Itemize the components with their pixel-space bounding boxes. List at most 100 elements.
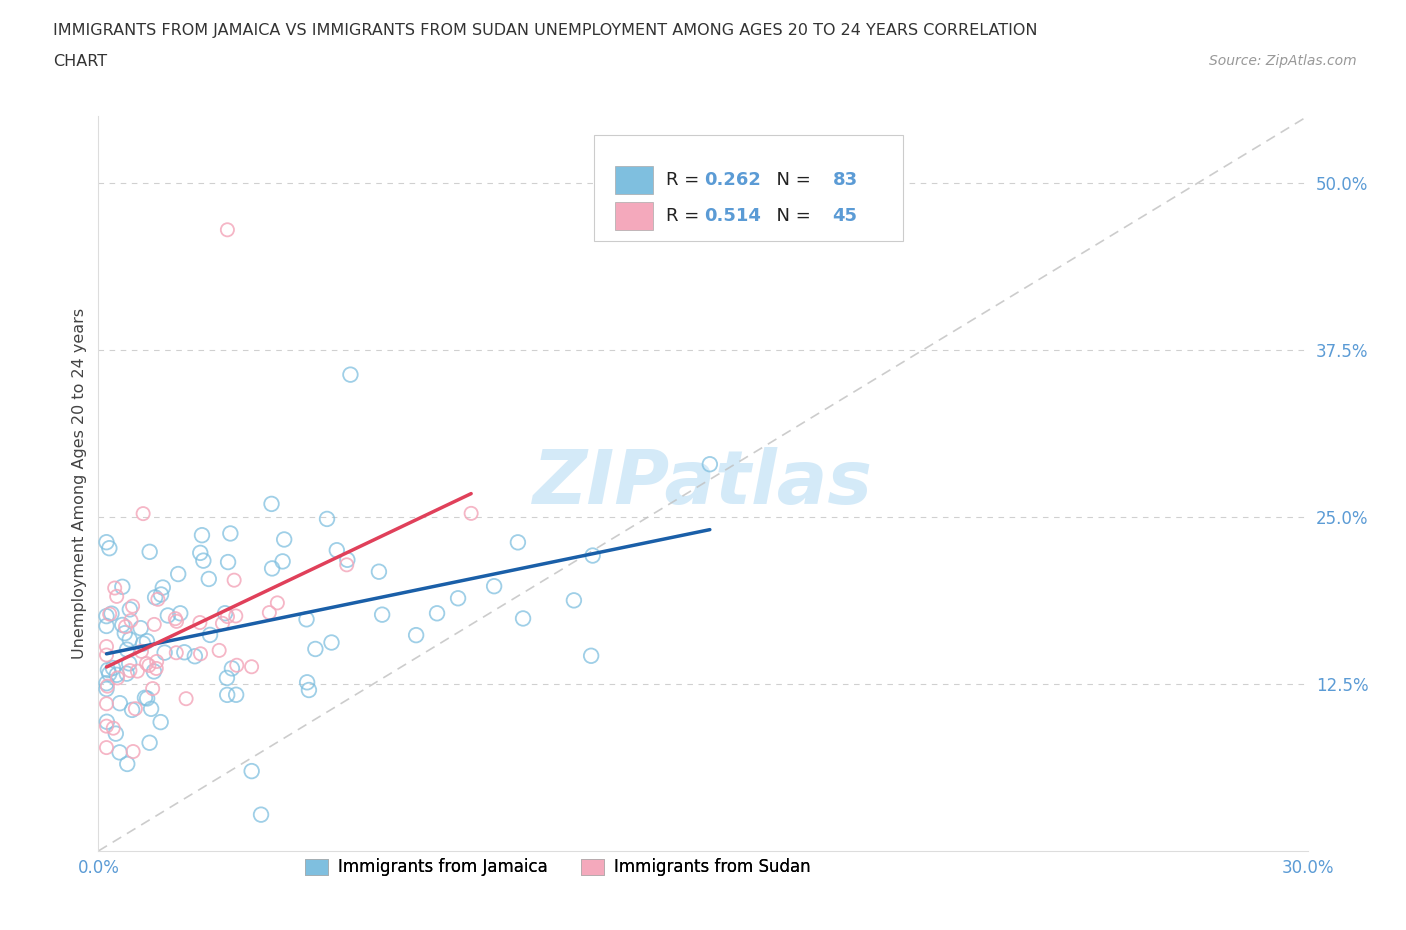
Point xyxy=(295,675,318,690)
Text: CHART: CHART xyxy=(53,54,107,69)
Point xyxy=(339,367,361,382)
Point xyxy=(135,657,157,671)
Point xyxy=(167,566,190,581)
Point xyxy=(482,578,505,593)
Text: 0.262: 0.262 xyxy=(704,171,761,189)
Point xyxy=(120,613,142,628)
Point xyxy=(426,605,449,620)
Point xyxy=(304,642,326,657)
Point xyxy=(96,697,118,711)
Point xyxy=(138,544,160,559)
Point xyxy=(460,506,482,521)
Point xyxy=(169,605,191,620)
Point xyxy=(114,619,136,634)
Point xyxy=(260,497,283,512)
Point xyxy=(152,580,174,595)
Point xyxy=(118,656,141,671)
Text: Source: ZipAtlas.com: Source: ZipAtlas.com xyxy=(1209,54,1357,68)
Point xyxy=(298,683,321,698)
Point xyxy=(225,687,247,702)
Legend: Immigrants from Jamaica, Immigrants from Sudan: Immigrants from Jamaica, Immigrants from… xyxy=(298,852,818,883)
Text: ZIPatlas: ZIPatlas xyxy=(533,447,873,520)
Point xyxy=(405,628,427,643)
Point xyxy=(132,506,155,521)
Point xyxy=(98,540,121,555)
Point xyxy=(198,628,221,643)
Point xyxy=(98,606,121,621)
Point xyxy=(143,617,166,631)
Text: 83: 83 xyxy=(832,171,858,189)
Point xyxy=(271,554,294,569)
Text: R =: R = xyxy=(665,206,704,225)
Point xyxy=(149,714,172,729)
Point xyxy=(100,606,122,621)
Point xyxy=(156,608,179,623)
Point xyxy=(127,664,149,679)
Point xyxy=(316,512,339,526)
Point xyxy=(96,608,118,623)
Point xyxy=(131,644,153,658)
Point xyxy=(217,222,239,237)
Point xyxy=(103,721,125,736)
Point xyxy=(336,557,359,572)
Point xyxy=(699,457,721,472)
Point xyxy=(96,740,118,755)
Point xyxy=(165,645,187,660)
Point xyxy=(273,532,295,547)
Point xyxy=(121,702,143,717)
Point xyxy=(579,648,602,663)
Point xyxy=(96,535,118,550)
Point xyxy=(198,572,221,587)
Point xyxy=(118,632,141,647)
Text: N =: N = xyxy=(765,206,815,225)
Point xyxy=(96,676,118,691)
Point xyxy=(240,764,263,778)
Point xyxy=(96,682,118,697)
Point xyxy=(138,736,160,751)
Point xyxy=(295,612,318,627)
Point xyxy=(96,719,118,734)
Text: R =: R = xyxy=(665,171,704,189)
Point xyxy=(250,807,273,822)
Text: IMMIGRANTS FROM JAMAICA VS IMMIGRANTS FROM SUDAN UNEMPLOYMENT AMONG AGES 20 TO 2: IMMIGRANTS FROM JAMAICA VS IMMIGRANTS FR… xyxy=(53,23,1038,38)
Point xyxy=(111,618,134,632)
Point xyxy=(166,614,188,629)
Point xyxy=(371,607,394,622)
Point xyxy=(108,696,131,711)
Point xyxy=(143,590,166,604)
Point xyxy=(134,690,156,705)
Point xyxy=(96,714,118,729)
Point xyxy=(96,639,118,654)
Point xyxy=(217,554,239,569)
Point xyxy=(506,535,529,550)
Point xyxy=(101,660,124,675)
Point xyxy=(217,609,239,624)
Point xyxy=(217,687,239,702)
Point xyxy=(259,605,281,620)
Point xyxy=(190,646,212,661)
Point xyxy=(105,589,128,604)
Point xyxy=(96,647,118,662)
Point xyxy=(562,593,585,608)
Point xyxy=(188,615,211,630)
Point xyxy=(215,671,238,685)
Point xyxy=(122,744,145,759)
Point xyxy=(108,745,131,760)
Point xyxy=(146,591,169,606)
Y-axis label: Unemployment Among Ages 20 to 24 years: Unemployment Among Ages 20 to 24 years xyxy=(72,308,87,659)
Point xyxy=(145,661,167,676)
Point xyxy=(321,635,343,650)
Point xyxy=(326,543,349,558)
Point xyxy=(165,611,187,626)
FancyBboxPatch shape xyxy=(614,166,654,194)
Point xyxy=(336,552,359,567)
Point xyxy=(105,668,128,683)
Point xyxy=(118,602,141,617)
FancyBboxPatch shape xyxy=(595,135,903,241)
Point xyxy=(188,545,211,560)
Text: N =: N = xyxy=(765,171,815,189)
Point xyxy=(447,591,470,605)
Point xyxy=(191,527,214,542)
Point xyxy=(219,526,242,541)
Point xyxy=(96,618,118,633)
